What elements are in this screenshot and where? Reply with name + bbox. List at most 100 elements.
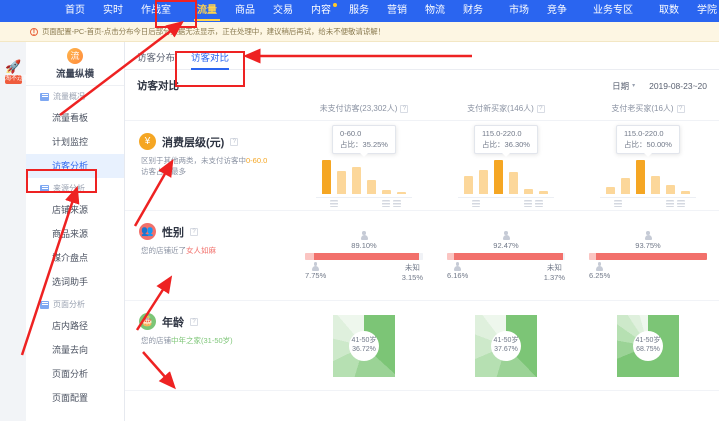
bar-2[interactable] (636, 160, 645, 194)
age-cell-1: 41-50岁 37.67% (435, 301, 577, 390)
sidebar-item-2-1[interactable]: 流量去向 (52, 345, 89, 355)
sidebar-item-0-2[interactable]: 访客分析 (26, 154, 124, 178)
donut-ring[interactable]: 41-50岁 37.67% (475, 315, 537, 377)
sidebar-item-1-0[interactable]: 店铺来源 (52, 205, 89, 215)
unknown-percent: 1.37% (543, 273, 565, 282)
sidebar-item-1-3[interactable]: 选词助手 (52, 277, 89, 287)
bar-5[interactable] (397, 191, 406, 194)
bar-3[interactable] (367, 180, 376, 194)
metric-rows: ¥ 消费层级(元)? 区别于其他两类，未支付访客中0-60.0访客占比最多 0-60.… (125, 121, 719, 391)
person-icon (644, 231, 652, 240)
bar-2[interactable] (352, 166, 361, 194)
brand-title: 流量纵横 (55, 68, 94, 80)
sidebar-item-0-1[interactable]: 计划监控 (52, 137, 89, 147)
sidebar-item-1-1[interactable]: 商品来源 (52, 229, 89, 239)
chart-axis (316, 197, 412, 198)
date-tools: 日期 ▾ 2019-08-23~20 (612, 80, 707, 92)
bar-3[interactable] (509, 171, 518, 194)
bar-3[interactable] (651, 176, 660, 194)
bar-5[interactable] (681, 190, 690, 194)
gender-segment-unknown[interactable] (563, 253, 565, 260)
sidebar-item-2-3[interactable]: 页面配置 (52, 393, 89, 403)
bar-0[interactable] (606, 186, 615, 194)
bar-1[interactable] (479, 170, 488, 194)
nav-item-0[interactable]: 首页 (56, 0, 94, 22)
bar-2[interactable] (494, 160, 503, 194)
bar-0[interactable] (464, 176, 473, 194)
date-range-picker[interactable]: 2019-08-23~20 (649, 80, 707, 91)
help-icon[interactable]: ? (400, 104, 409, 113)
row-cells: 0-60.0 占比：35.25% 115.0-220.0 占比：36.30% 115.0… (293, 121, 719, 210)
nav-item-5[interactable]: 商品 (226, 0, 264, 22)
gender-male-group: 7.75% (305, 262, 326, 282)
brand-icon: 流 (67, 47, 83, 64)
rocket-promo[interactable]: 🚀 淘不过期 (5, 60, 29, 84)
help-icon[interactable]: ? (676, 104, 685, 113)
gender-male-group: 6.25% (589, 262, 610, 280)
nav-item-9[interactable]: 营销 (378, 0, 416, 22)
sidebar-item-2-0[interactable]: 店内路径 (52, 321, 89, 331)
help-icon[interactable]: ? (230, 137, 239, 146)
tab-1[interactable]: 访客对比 (191, 50, 230, 70)
sidebar-item-0-0[interactable]: 流量看板 (52, 113, 89, 123)
age-center-label: 41-50岁 (493, 337, 519, 345)
gender-segment-female[interactable] (314, 253, 420, 260)
nav-item-16[interactable]: 业务专区 (584, 0, 642, 22)
gender-segment-male[interactable] (305, 253, 315, 260)
bar-1[interactable] (337, 170, 346, 194)
nav-item-13[interactable]: 市场 (500, 0, 538, 22)
bar-4[interactable] (382, 189, 391, 194)
nav-item-4[interactable]: 流量 (188, 0, 226, 22)
gender-segment-female[interactable] (596, 253, 707, 260)
help-icon[interactable]: ? (190, 227, 198, 236)
metric-row-gender: 👥 性别? 您的店铺近了女人如麻 89.10% 7.75% 未知 3.15% 92.47% 6.… (125, 211, 719, 301)
gender-unknown-group: 未知 1.37% (544, 262, 565, 282)
bar-5[interactable] (539, 190, 548, 194)
gender-legend: 7.75% 未知 3.15% (305, 262, 423, 282)
nav-item-label: 市场 (509, 5, 529, 16)
gender-segment-male[interactable] (589, 253, 597, 260)
donut-ring[interactable]: 41-50岁 68.75% (617, 315, 679, 377)
row-description: 区别于其他两类，未支付访客中0-60.0 访客占比最多 (141, 155, 273, 178)
nav-item-1[interactable]: 实时 (94, 0, 132, 22)
nav-item-label: 学院 (697, 5, 717, 16)
female-percent: 93.75% (635, 241, 661, 250)
bar-4[interactable] (524, 188, 533, 194)
nav-item-11[interactable]: 财务 (454, 0, 492, 22)
nav-item-19[interactable]: 学院 (688, 0, 719, 22)
age-donut-chart: 41-50岁 36.72% (293, 307, 435, 377)
help-icon[interactable]: ? (190, 317, 198, 326)
sidebar-item-1-2[interactable]: 媒介盘点 (52, 253, 89, 263)
gender-cell-1: 92.47% 6.16% 未知 1.37% (435, 211, 577, 300)
nav-item-label: 作战室 (141, 5, 171, 16)
nav-item-label: 取数 (659, 5, 679, 16)
row-label-gender: 👥 性别? 您的店铺近了女人如麻 (125, 211, 293, 300)
consumption-cell-1: 115.0-220.0 占比：36.30% (435, 121, 577, 210)
date-type-select[interactable]: 日期 ▾ (612, 80, 635, 92)
desc-prefix: 您的店铺 (141, 336, 171, 345)
nav-item-18[interactable]: 取数 (650, 0, 688, 22)
bar-0[interactable] (322, 160, 331, 194)
bar-4[interactable] (666, 185, 675, 194)
bar-1[interactable] (621, 177, 630, 194)
tab-0[interactable]: 访客分布 (137, 53, 176, 64)
gender-segment-female[interactable] (454, 253, 564, 260)
nav-item-6[interactable]: 交易 (264, 0, 302, 22)
nav-item-label: 物流 (425, 5, 445, 16)
donut-ring[interactable]: 41-50岁 36.72% (333, 315, 395, 377)
sidebar-nav: 流量概况 流量看板 计划监控 访客分析 来源分析 店铺来源 商品来源 媒介盘点 选词助手 页面分析… (26, 86, 124, 410)
nav-item-2[interactable]: 作战室 (132, 0, 180, 22)
nav-item-10[interactable]: 物流 (416, 0, 454, 22)
notice-text: 页面配置-PC-首页-点击分布今日后部分数据无法显示，正在处理中，建议稍后再试，… (42, 27, 386, 36)
male-percent: 6.25% (589, 271, 611, 280)
nav-item-14[interactable]: 竞争 (538, 0, 576, 22)
nav-item-7[interactable]: 内容 (302, 0, 340, 22)
sidebar-item-2-2[interactable]: 页面分析 (52, 369, 89, 379)
help-icon[interactable]: ? (536, 104, 545, 113)
gender-segment-unknown[interactable] (419, 253, 423, 260)
female-percent: 89.10% (351, 241, 377, 250)
gender-segment-male[interactable] (447, 253, 455, 260)
row-label-head: 🎂 年龄? (139, 313, 293, 330)
nav-item-8[interactable]: 服务 (340, 0, 378, 22)
